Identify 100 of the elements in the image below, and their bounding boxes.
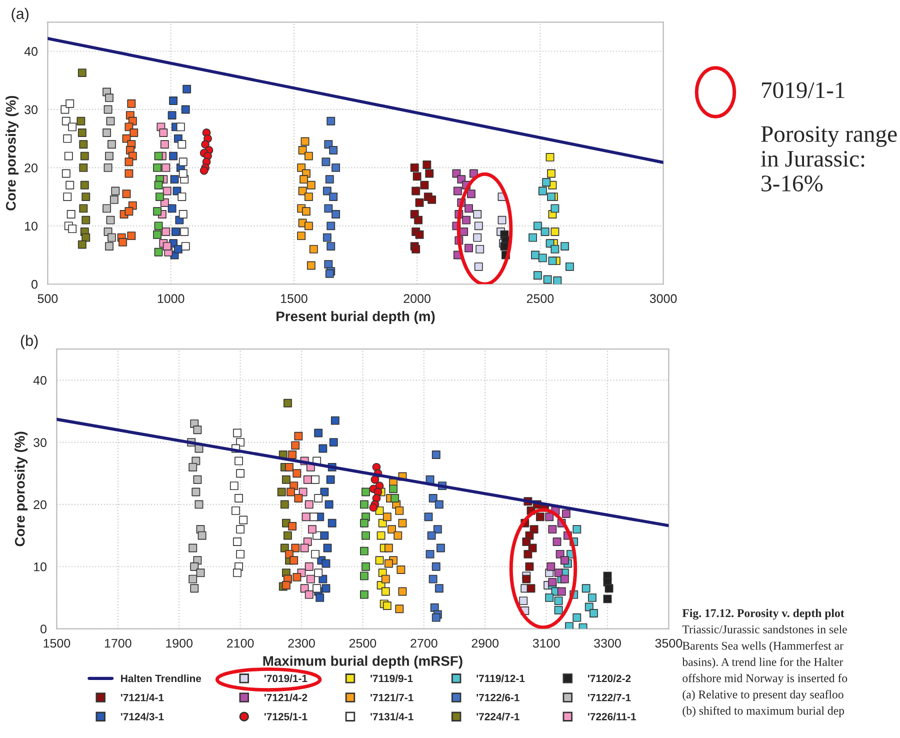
point: [427, 531, 436, 540]
point: [360, 546, 368, 556]
point: [540, 228, 550, 236]
point: [104, 105, 112, 114]
caption: Fig. 17.12. Porosity v. depth plot: [682, 608, 844, 620]
point: [280, 500, 289, 509]
point: [467, 190, 476, 198]
text: Porosity range in Jurassic: 3-16%: [760, 126, 897, 192]
point: [550, 244, 560, 254]
point: [154, 248, 163, 256]
point: [292, 572, 302, 582]
point: [604, 584, 614, 593]
point: [554, 596, 563, 606]
point: [325, 175, 334, 184]
point: [66, 210, 76, 218]
y-tick-label: 20: [34, 500, 46, 510]
point: [415, 198, 424, 207]
point: [545, 512, 554, 522]
point: [398, 518, 407, 528]
point: [308, 525, 316, 534]
point: [542, 178, 551, 186]
point: [181, 242, 190, 251]
point: [294, 432, 303, 440]
point: [382, 602, 392, 610]
point: [560, 556, 569, 565]
point: [428, 494, 438, 502]
point: [546, 152, 554, 162]
point: [302, 207, 310, 216]
point: [162, 186, 172, 196]
point: [62, 169, 70, 178]
point: [322, 559, 330, 568]
point: [80, 180, 89, 190]
point: [543, 275, 552, 284]
point: [176, 122, 185, 132]
point: [66, 99, 74, 108]
point: [462, 216, 471, 224]
point: [178, 192, 186, 202]
point: [420, 180, 429, 190]
point: [553, 276, 562, 284]
point: [588, 593, 596, 602]
point: [162, 163, 170, 172]
point: [362, 562, 370, 571]
y-tick-label: 40: [24, 47, 38, 56]
legend-label: '7125/1-1: [264, 712, 308, 720]
point: [63, 134, 72, 143]
point: [533, 271, 542, 280]
point: [533, 222, 542, 230]
y-tick-label: 10: [25, 222, 38, 231]
y-tick-label: 40: [33, 376, 46, 385]
point: [284, 531, 292, 540]
point: [233, 428, 242, 438]
point: [236, 469, 245, 478]
point: [304, 590, 314, 599]
point: [562, 510, 570, 518]
point: [234, 494, 243, 502]
point: [196, 568, 205, 578]
point: [108, 233, 116, 242]
x-tick-label: 3300: [594, 638, 621, 648]
point: [236, 550, 245, 558]
x-tick-label: 3000: [650, 294, 677, 304]
point: [329, 438, 338, 447]
point: [526, 584, 536, 593]
y-tick-label: 30: [34, 438, 46, 447]
point: [190, 562, 199, 571]
point: [582, 584, 590, 593]
legend-label: '7224/7-1: [476, 712, 520, 720]
point: [284, 398, 292, 408]
point: [105, 94, 114, 102]
legend-label: '7226/11-1: [588, 712, 636, 720]
point: [412, 186, 420, 196]
legend-label: '7124/3-1: [120, 712, 164, 720]
point: [110, 195, 118, 204]
point: [172, 228, 180, 236]
point: [432, 450, 440, 459]
point: [200, 166, 208, 175]
point: [566, 262, 574, 271]
point: [170, 175, 179, 184]
point: [282, 475, 290, 484]
point: [154, 222, 163, 230]
text: 7019/1-1: [762, 82, 844, 98]
point: [277, 488, 286, 496]
point: [306, 261, 316, 270]
point: [474, 262, 483, 271]
x-tick-label: 1000: [158, 294, 184, 304]
point: [291, 441, 300, 450]
point: [108, 140, 116, 149]
point: [412, 172, 422, 181]
point: [318, 444, 328, 453]
legend-label: '7120/2-2: [588, 674, 631, 682]
point: [127, 232, 136, 240]
point: [312, 584, 322, 593]
point: [66, 180, 74, 190]
point: [162, 228, 170, 236]
legend-label: '7019/1-1: [264, 674, 308, 682]
point: [550, 204, 560, 213]
point: [328, 518, 336, 528]
point: [530, 525, 538, 534]
point: [304, 500, 314, 509]
point: [290, 556, 298, 565]
point: [430, 603, 439, 612]
